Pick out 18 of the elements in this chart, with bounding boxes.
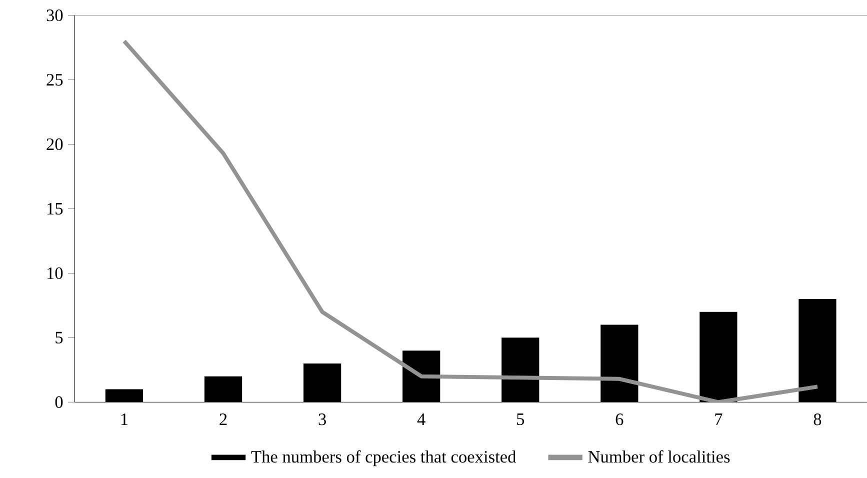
- x-tick-label: 1: [121, 413, 128, 425]
- legend-label: Number of localities: [588, 450, 730, 463]
- y-tick-label: 20: [46, 138, 63, 150]
- y-tick-label: 25: [46, 74, 63, 86]
- legend-label: The numbers of cpecies that coexisted: [251, 450, 516, 466]
- x-tick-label: 4: [417, 413, 426, 425]
- y-tick-label: 10: [48, 267, 63, 279]
- y-tick-label: 30: [46, 9, 63, 22]
- line-series: [122, 39, 820, 402]
- y-tick-label: 15: [48, 202, 63, 214]
- y-tick-label: 0: [55, 396, 63, 408]
- x-tick-label: 6: [616, 413, 624, 426]
- y-tick-label: 5: [56, 332, 63, 344]
- x-tick-label: 2: [220, 413, 227, 425]
- x-tick-label: 3: [318, 413, 326, 426]
- x-tick-label: 8: [814, 413, 822, 426]
- x-tick-label: 7: [715, 413, 722, 425]
- x-tick-label: 5: [517, 413, 524, 425]
